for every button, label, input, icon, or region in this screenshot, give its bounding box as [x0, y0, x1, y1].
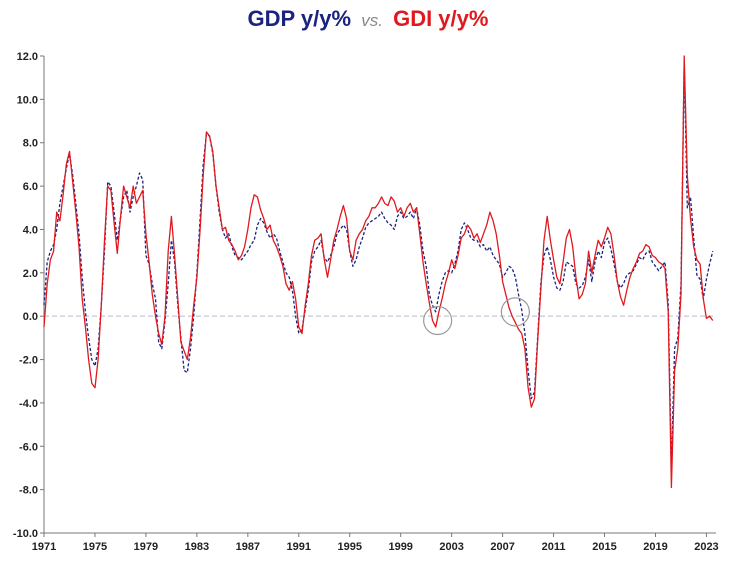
y-tick-label: -8.0	[19, 485, 38, 497]
x-tick-label: 1983	[185, 541, 209, 553]
x-tick-label: 1999	[388, 541, 412, 553]
x-tick-label: 1979	[134, 541, 158, 553]
gdi-series-line	[43, 55, 714, 489]
annotation-circle-1	[423, 305, 453, 336]
chart-annotations	[423, 297, 530, 336]
annotation-circle-2	[500, 297, 530, 327]
chart-series	[43, 55, 714, 489]
x-tick-label: 1991	[287, 541, 311, 553]
gdp-series-line	[43, 61, 714, 465]
y-tick-label: -6.0	[19, 441, 38, 453]
y-tick-label: -10.0	[13, 528, 38, 540]
x-tick-label: 2003	[439, 541, 463, 553]
y-tick-label: 0.0	[23, 311, 38, 323]
y-tick-label: 8.0	[23, 138, 38, 150]
title-gdi-label: GDI y/y%	[393, 6, 489, 31]
x-tick-label: 2019	[643, 541, 667, 553]
y-tick-label: -2.0	[19, 355, 38, 367]
y-tick-label: 4.0	[23, 224, 38, 236]
x-tick-label: 2011	[542, 541, 566, 553]
chart-axes: 12.0 10.0 8.0 6.0 4.0 2.0 0.0 -2.0 -4.0 -6.0 -8.0 -…	[13, 51, 719, 553]
x-tick-label: 2007	[490, 541, 514, 553]
chart-title: GDP y/y% vs. GDI y/y%	[0, 6, 736, 32]
y-tick-label: 2.0	[23, 268, 38, 280]
y-tick-label: 10.0	[17, 94, 38, 106]
x-tick-label: 1971	[32, 541, 56, 553]
y-tick-label: 12.0	[17, 51, 38, 63]
x-tick-label: 2023	[694, 541, 718, 553]
x-tick-label: 1975	[83, 541, 107, 553]
x-tick-label: 2015	[592, 541, 616, 553]
x-tick-label: 1995	[338, 541, 362, 553]
x-tick-label: 1987	[236, 541, 260, 553]
title-vs-label: vs.	[361, 11, 383, 30]
title-gdp-label: GDP y/y%	[247, 6, 352, 31]
y-tick-label: 6.0	[23, 181, 38, 193]
y-tick-label: -4.0	[19, 398, 38, 410]
